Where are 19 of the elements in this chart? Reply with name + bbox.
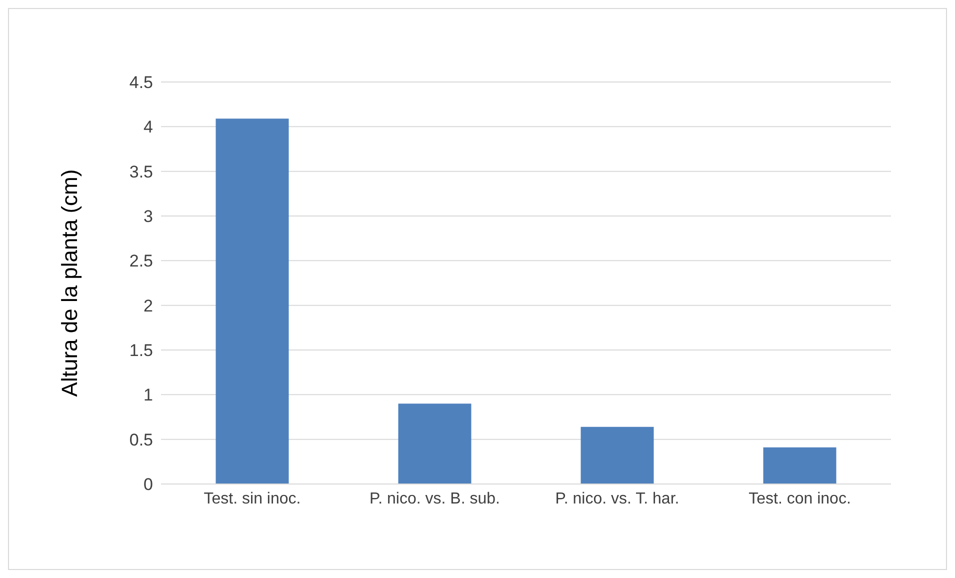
x-tick-label: Test. con inoc. (748, 490, 851, 508)
bar (216, 118, 289, 484)
y-tick-label: 4 (144, 118, 153, 137)
y-tick-label: 4.5 (129, 73, 153, 92)
x-tick-label: P. nico. vs. B. sub. (370, 490, 500, 508)
bar (763, 447, 836, 484)
y-tick-label: 3.5 (129, 162, 153, 182)
y-axis-title: Altura de la planta (cm) (56, 169, 82, 397)
y-tick-label: 0 (144, 475, 153, 494)
y-tick-label: 1 (144, 386, 153, 405)
x-tick-label: Test. sin inoc. (204, 490, 301, 508)
y-tick-label: 0.5 (129, 430, 153, 450)
y-tick-label: 1.5 (129, 341, 153, 360)
y-tick-label: 2 (144, 296, 153, 316)
y-tick-label: 3 (144, 207, 153, 226)
bar (398, 404, 472, 484)
y-tick-label: 2.5 (129, 252, 153, 271)
bar (580, 426, 654, 484)
x-tick-label: P. nico. vs. T. har. (555, 490, 680, 508)
